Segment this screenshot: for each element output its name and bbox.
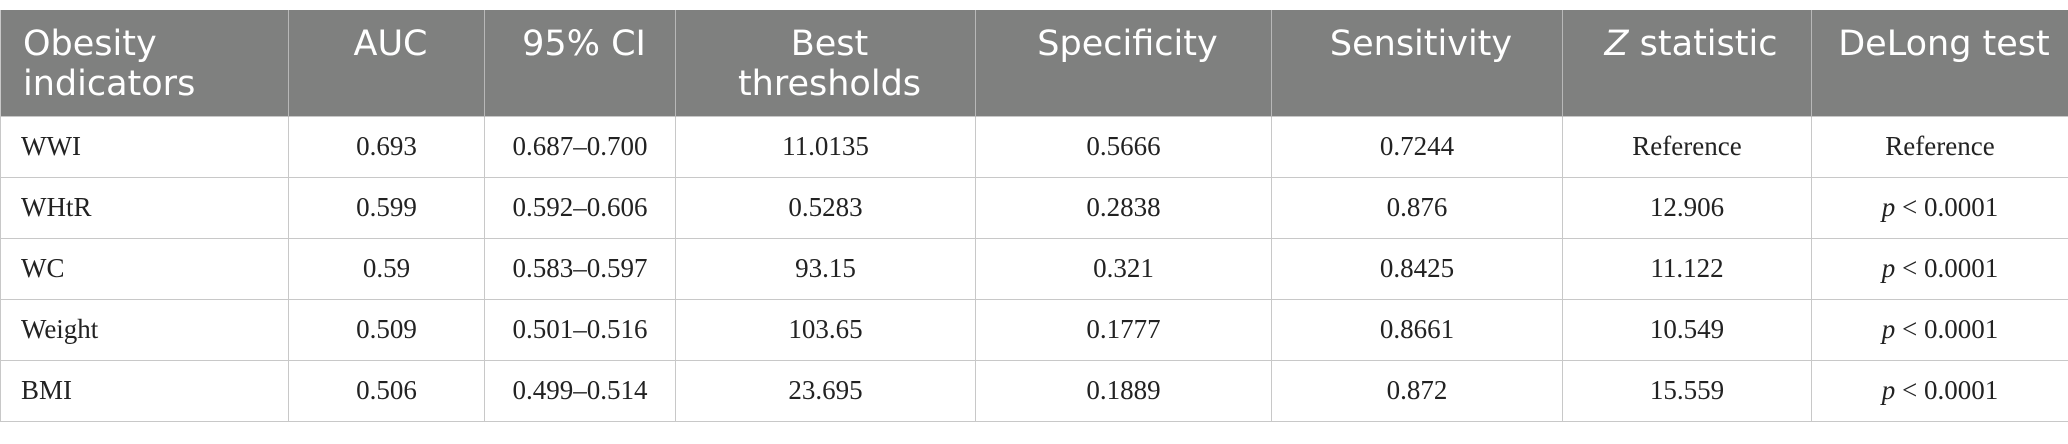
cell-indicator: WHtR xyxy=(0,176,289,238)
header-sensitivity: Sensitivity xyxy=(1271,10,1563,116)
cell-threshold: 0.5283 xyxy=(675,176,976,238)
cell-specificity: 0.321 xyxy=(975,237,1272,299)
cell-threshold: 23.695 xyxy=(675,359,976,422)
cell-threshold: 103.65 xyxy=(675,298,976,360)
cell-z: 12.906 xyxy=(1562,176,1812,238)
p-value: < 0.0001 xyxy=(1902,253,1999,283)
cell-sensitivity: 0.8425 xyxy=(1271,237,1563,299)
cell-delong: p < 0.0001 xyxy=(1811,237,2068,299)
cell-z: Reference xyxy=(1562,115,1812,177)
cell-z: 10.549 xyxy=(1562,298,1812,360)
z-letter: Z xyxy=(1604,24,1629,64)
table-row: WC 0.59 0.583–0.597 93.15 0.321 0.8425 11.122 p… xyxy=(0,237,2068,299)
cell-indicator: WWI xyxy=(0,115,289,177)
cell-threshold: 11.0135 xyxy=(675,115,976,177)
p-value: < 0.0001 xyxy=(1902,375,1999,405)
table-row: WHtR 0.599 0.592–0.606 0.5283 0.2838 0.876 12.… xyxy=(0,176,2068,238)
cell-sensitivity: 0.872 xyxy=(1271,359,1563,422)
p-symbol: p xyxy=(1881,192,1896,222)
header-auc: AUC xyxy=(288,10,485,116)
cell-indicator: Weight xyxy=(0,298,289,360)
cell-specificity: 0.1777 xyxy=(975,298,1272,360)
header-best-thresholds: Best thresholds xyxy=(675,10,976,116)
cell-z: 15.559 xyxy=(1562,359,1812,422)
header-specificity: Specificity xyxy=(975,10,1272,116)
header-obesity-indicators: Obesity indicators xyxy=(0,10,289,116)
cell-auc: 0.693 xyxy=(288,115,485,177)
cell-indicator: WC xyxy=(0,237,289,299)
cell-delong: p < 0.0001 xyxy=(1811,359,2068,422)
cell-ci: 0.501–0.516 xyxy=(484,298,676,360)
cell-delong: Reference xyxy=(1811,115,2068,177)
header-95-ci: 95% CI xyxy=(484,10,676,116)
cell-ci: 0.592–0.606 xyxy=(484,176,676,238)
header-row: Obesity indicators AUC 95% CI Best thres… xyxy=(0,10,2068,116)
p-symbol: p xyxy=(1881,314,1896,344)
cell-delong: p < 0.0001 xyxy=(1811,298,2068,360)
cell-ci: 0.499–0.514 xyxy=(484,359,676,422)
p-symbol: p xyxy=(1881,375,1896,405)
cell-delong: p < 0.0001 xyxy=(1811,176,2068,238)
cell-sensitivity: 0.8661 xyxy=(1271,298,1563,360)
cell-auc: 0.59 xyxy=(288,237,485,299)
cell-ci: 0.583–0.597 xyxy=(484,237,676,299)
header-z-statistic: Z statistic xyxy=(1562,10,1812,116)
cell-z: 11.122 xyxy=(1562,237,1812,299)
header-delong-test: DeLong test xyxy=(1811,10,2068,116)
cell-sensitivity: 0.7244 xyxy=(1271,115,1563,177)
cell-specificity: 0.5666 xyxy=(975,115,1272,177)
cell-auc: 0.599 xyxy=(288,176,485,238)
p-symbol: p xyxy=(1881,253,1896,283)
table-row: WWI 0.693 0.687–0.700 11.0135 0.5666 0.7244 Re… xyxy=(0,115,2068,177)
p-value: < 0.0001 xyxy=(1902,314,1999,344)
cell-indicator: BMI xyxy=(0,359,289,422)
cell-auc: 0.509 xyxy=(288,298,485,360)
cell-threshold: 93.15 xyxy=(675,237,976,299)
z-rest: statistic xyxy=(1628,24,1778,64)
table-row: Weight 0.509 0.501–0.516 103.65 0.1777 0.8661… xyxy=(0,298,2068,360)
roc-results-table: Obesity indicators AUC 95% CI Best thres… xyxy=(0,10,2068,422)
results-table-container: Obesity indicators AUC 95% CI Best thres… xyxy=(0,10,2068,422)
table-row: BMI 0.506 0.499–0.514 23.695 0.1889 0.872 15.5… xyxy=(0,359,2068,422)
cell-auc: 0.506 xyxy=(288,359,485,422)
table-body: WWI 0.693 0.687–0.700 11.0135 0.5666 0.7244 Re… xyxy=(0,115,2068,422)
cell-ci: 0.687–0.700 xyxy=(484,115,676,177)
cell-specificity: 0.2838 xyxy=(975,176,1272,238)
cell-specificity: 0.1889 xyxy=(975,359,1272,422)
cell-sensitivity: 0.876 xyxy=(1271,176,1563,238)
p-value: < 0.0001 xyxy=(1902,192,1999,222)
